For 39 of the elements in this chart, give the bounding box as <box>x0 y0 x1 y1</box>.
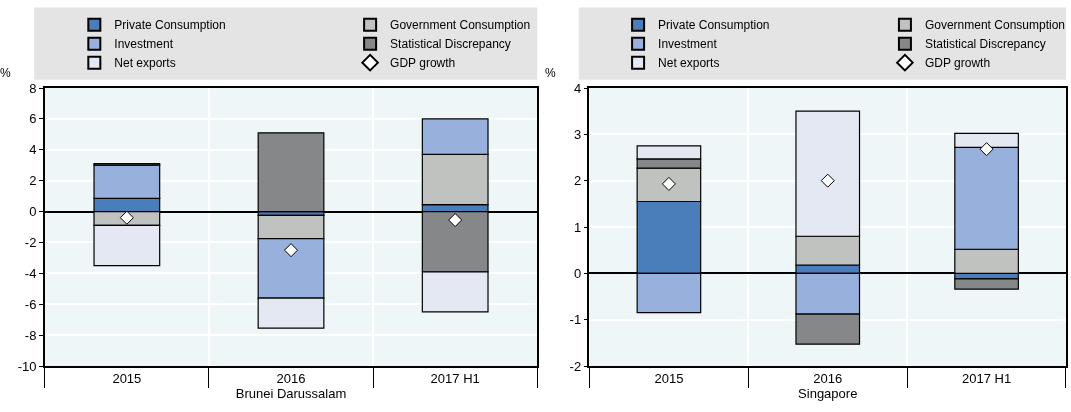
legend-label: Statistical Discrepancy <box>924 37 1046 52</box>
y-tick-label: 6 <box>29 111 37 127</box>
y-tick-label: -2 <box>569 358 582 374</box>
legend-label: Private Consumption <box>114 18 226 33</box>
y-tick-label: 3 <box>573 126 582 142</box>
legend-label: Investment <box>114 37 174 52</box>
x-tick-label: 2016 <box>276 371 306 387</box>
x-tick-label: 2017 H1 <box>430 371 480 387</box>
legend-label: Net exports <box>658 56 720 71</box>
y-tick-label: 2 <box>29 173 37 189</box>
y-axis-title: % <box>0 66 11 80</box>
y-tick-label: -4 <box>24 265 37 281</box>
x-axis-title: Singapore <box>798 386 858 402</box>
y-tick-label: 8 <box>29 80 37 96</box>
legend-label: GDP growth <box>924 56 991 71</box>
legend-label: Net exports <box>114 56 176 71</box>
y-tick-label: 4 <box>29 142 37 158</box>
legend-label: Government Consumption <box>390 18 531 33</box>
y-tick-label: 1 <box>573 219 582 235</box>
y-tick-label: -1 <box>569 312 582 328</box>
y-tick-label: -8 <box>24 327 37 343</box>
x-axis-title: Brunei Darussalam <box>235 386 347 402</box>
y-tick-label: -6 <box>24 296 37 312</box>
y-axis-title: % <box>545 66 556 80</box>
x-tick-label: 2017 H1 <box>962 371 1012 387</box>
x-tick-label: 2015 <box>112 371 142 387</box>
y-tick-label: -2 <box>24 234 37 250</box>
legend-label: Private Consumption <box>658 18 770 33</box>
x-tick-label: 2015 <box>654 371 684 387</box>
legend-label: Statistical Discrepancy <box>390 37 511 52</box>
y-tick-label: 4 <box>573 80 582 96</box>
legend-label: Investment <box>658 37 718 52</box>
x-tick-label: 2016 <box>813 371 843 387</box>
y-tick-label: 0 <box>29 204 37 220</box>
legend-label: Government Consumption <box>924 18 1066 33</box>
y-tick-label: 2 <box>573 173 582 189</box>
y-tick-label: 0 <box>573 265 582 281</box>
legend-label: GDP growth <box>390 56 456 71</box>
y-tick-label: -10 <box>17 358 37 374</box>
